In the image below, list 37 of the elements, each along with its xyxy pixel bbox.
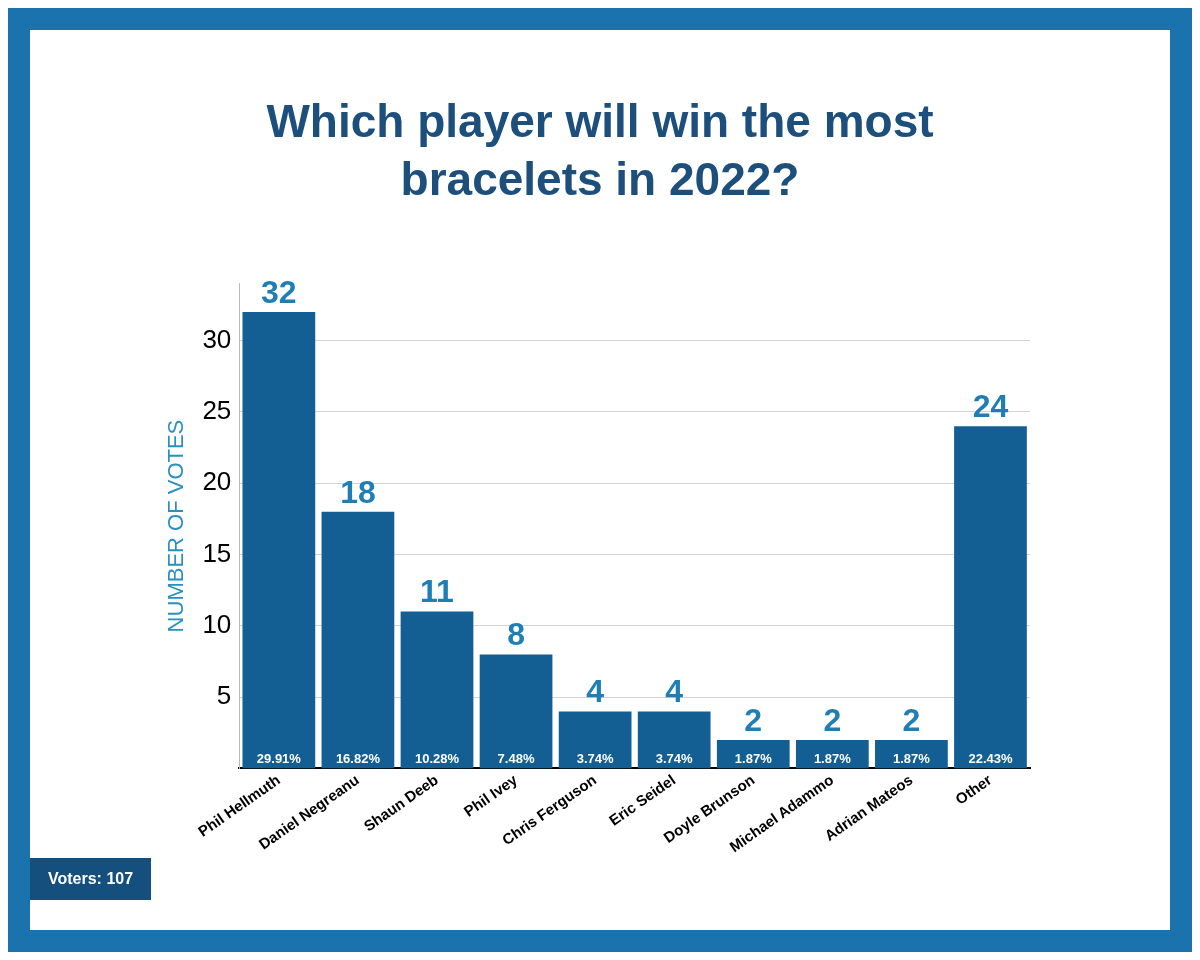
- data-label: 2: [823, 701, 842, 738]
- bar: [321, 511, 395, 769]
- annotation: 16.82%: [335, 750, 381, 766]
- data-label: 11: [420, 573, 454, 610]
- annotation: 3.74%: [655, 750, 694, 766]
- y-axis-title: NUMBER OF VOTES: [163, 419, 189, 633]
- text: Voters: 107: [30, 858, 152, 900]
- data-label: 2: [902, 701, 921, 738]
- data-label: 4: [586, 673, 605, 710]
- annotation: 7.48%: [497, 750, 535, 766]
- y-tick-label: 5: [216, 680, 232, 711]
- bar: [558, 711, 632, 769]
- annotation: 22.43%: [968, 750, 1013, 766]
- chart-title: Which player will win the most bracelets in 2022?: [265, 94, 935, 207]
- annotation: 1.87%: [813, 750, 852, 766]
- bar: [400, 611, 474, 769]
- y-tick-label: 10: [202, 609, 232, 640]
- data-label: 8: [507, 616, 525, 653]
- bar: [242, 312, 316, 769]
- annotation: 3.74%: [576, 750, 614, 766]
- data-label: 32: [261, 273, 297, 310]
- x-tick-label: Phil Ivey: [460, 770, 521, 820]
- annotation: 29.91%: [256, 750, 302, 766]
- annotation: 1.87%: [892, 750, 931, 766]
- data-label: 24: [972, 388, 1009, 425]
- y-tick-label: 15: [202, 537, 232, 568]
- bar: [954, 426, 1027, 769]
- data-label: 2: [744, 701, 763, 738]
- bar: [479, 654, 553, 769]
- data-label: 4: [665, 673, 684, 710]
- y-tick-label: 25: [202, 395, 232, 426]
- data-label: 18: [340, 473, 376, 510]
- annotation: 10.28%: [414, 750, 460, 766]
- annotation: 1.87%: [734, 750, 773, 766]
- y-tick-label: 30: [202, 323, 232, 354]
- bar: [637, 711, 711, 769]
- y-tick-label: 20: [202, 466, 232, 497]
